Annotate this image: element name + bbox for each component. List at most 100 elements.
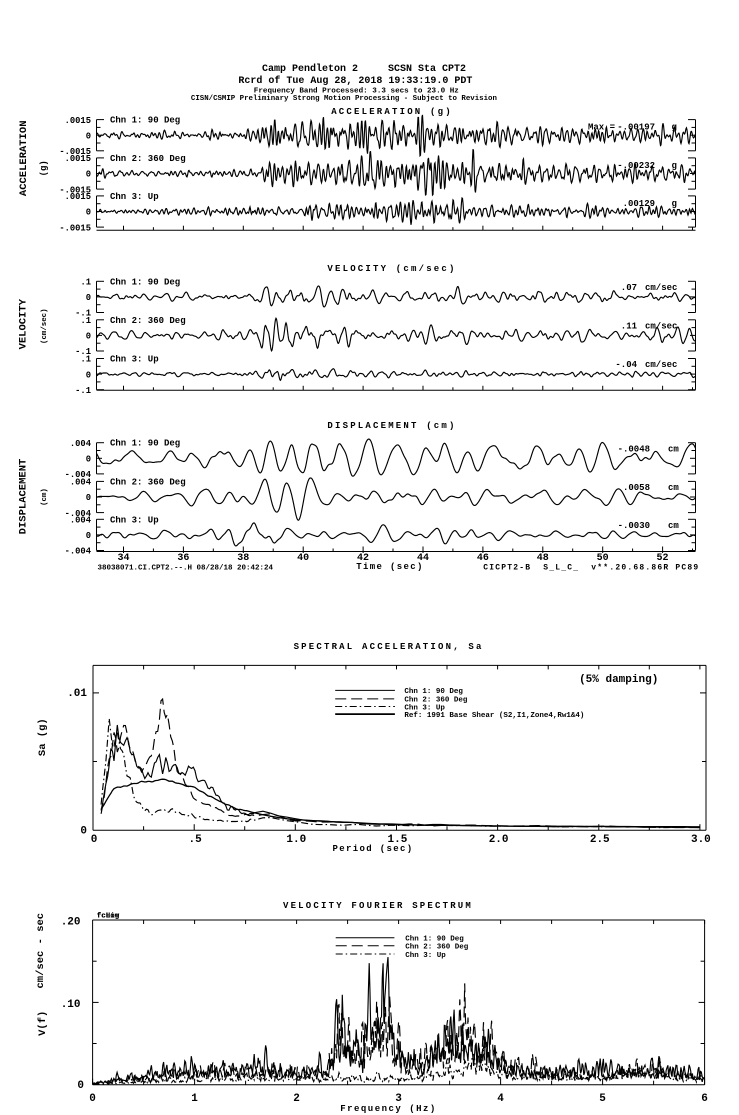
svg-text:Ref: 1991 Base Shear (S2,I1,Zo: Ref: 1991 Base Shear (S2,I1,Zone4,Rw1&4)	[404, 712, 584, 720]
svg-text:0: 0	[86, 531, 91, 541]
svg-text:.004: .004	[70, 478, 92, 488]
svg-text:.0058: .0058	[623, 483, 650, 493]
svg-text:(cm/sec): (cm/sec)	[41, 308, 49, 343]
svg-text:Chn 1: 90 Deg: Chn 1: 90 Deg	[110, 116, 180, 126]
svg-text:46: 46	[477, 553, 489, 564]
svg-text:1.5: 1.5	[388, 834, 408, 846]
svg-text:-.0015: -.0015	[59, 147, 91, 157]
svg-text:Frequency Band Processed: 3.3: Frequency Band Processed: 3.3 secs to 23…	[254, 87, 459, 95]
svg-text:.1: .1	[80, 355, 91, 365]
svg-text:Time (sec): Time (sec)	[356, 562, 424, 572]
svg-text:SPECTRAL ACCELERATION, Sa: SPECTRAL ACCELERATION, Sa	[294, 642, 484, 652]
svg-text:-.1: -.1	[75, 386, 91, 396]
svg-text:cm/sec: cm/sec	[645, 283, 677, 293]
svg-text:Chn 1: 90 Deg: Chn 1: 90 Deg	[110, 439, 180, 449]
svg-text:DISPLACEMENT (cm): DISPLACEMENT (cm)	[327, 421, 456, 431]
svg-text:-.0048: -.0048	[618, 444, 650, 454]
svg-text:2: 2	[293, 1093, 300, 1105]
svg-text:Rcrd of Tue Aug 28, 2018 19:33: Rcrd of Tue Aug 28, 2018 19:33:19.0 PDT	[238, 75, 472, 87]
svg-text:3.0: 3.0	[691, 834, 711, 846]
svg-text:Chn 3: Up: Chn 3: Up	[404, 704, 445, 712]
svg-text:cm: cm	[668, 521, 679, 531]
svg-text:0: 0	[86, 208, 91, 218]
svg-text:.11: .11	[621, 321, 638, 331]
svg-text:cm/sec - sec: cm/sec - sec	[35, 913, 47, 989]
svg-text:V(f): V(f)	[37, 1011, 49, 1036]
svg-text:-.1: -.1	[75, 309, 91, 319]
svg-text:.5: .5	[189, 834, 203, 846]
svg-text:0: 0	[91, 834, 98, 846]
svg-text:CISN/CSMIP Preliminary Strong: CISN/CSMIP Preliminary Strong Motion Pro…	[191, 95, 497, 103]
svg-text:44: 44	[417, 553, 429, 564]
svg-text:Period (sec): Period (sec)	[332, 844, 413, 854]
svg-text:1: 1	[191, 1093, 198, 1105]
svg-text:.1: .1	[80, 278, 91, 288]
svg-text:g: g	[672, 199, 677, 209]
svg-text:Chn 3: Up: Chn 3: Up	[110, 192, 159, 202]
svg-text:-.00197: -.00197	[617, 123, 655, 133]
svg-text:.10: .10	[61, 999, 81, 1011]
svg-text:0: 0	[86, 293, 91, 303]
svg-text:g: g	[672, 123, 677, 133]
svg-text:38: 38	[237, 553, 249, 564]
svg-text:48: 48	[537, 553, 549, 564]
svg-text:DISPLACEMENT: DISPLACEMENT	[18, 459, 30, 535]
svg-text:52: 52	[657, 553, 669, 564]
svg-text:fcHig: fcHig	[97, 913, 120, 921]
svg-text:cm: cm	[668, 444, 679, 454]
svg-text:.0015: .0015	[65, 192, 91, 202]
svg-text:0: 0	[86, 131, 91, 141]
svg-text:CICPT2-B S_L_C_ v**.20.68.86: CICPT2-B S_L_C_ v**.20.68.86R PC89	[483, 564, 699, 573]
svg-text:.004: .004	[70, 439, 92, 449]
svg-text:0: 0	[86, 370, 91, 380]
svg-text:-.0015: -.0015	[59, 223, 91, 233]
svg-text:4: 4	[497, 1093, 504, 1105]
svg-text:cm/sec: cm/sec	[645, 321, 677, 331]
svg-text:34: 34	[117, 553, 129, 564]
svg-text:3: 3	[395, 1093, 402, 1105]
svg-text:5: 5	[599, 1093, 606, 1105]
svg-text:.0015: .0015	[65, 154, 91, 164]
svg-text:36: 36	[177, 553, 189, 564]
svg-text:-.1: -.1	[75, 347, 91, 357]
svg-text:Chn 1: 90 Deg: Chn 1: 90 Deg	[110, 277, 180, 287]
svg-text:Chn 3: Up: Chn 3: Up	[110, 355, 159, 365]
svg-text:Camp Pendleton 2 SCSN Sta: Camp Pendleton 2 SCSN Sta CPT2	[262, 63, 466, 75]
svg-text:(5% damping): (5% damping)	[579, 674, 658, 686]
svg-text:50: 50	[597, 553, 609, 564]
svg-text:Chn 2: 360 Deg: Chn 2: 360 Deg	[110, 154, 186, 164]
svg-text:38038071.CI.CPT2.--.H 08/28/18: 38038071.CI.CPT2.--.H 08/28/18 20:42:24	[98, 565, 274, 573]
svg-text:g: g	[672, 161, 677, 171]
svg-text:0: 0	[86, 455, 91, 465]
svg-text:Chn 3: Up: Chn 3: Up	[110, 515, 159, 525]
svg-text:1.0: 1.0	[286, 834, 306, 846]
svg-text:VELOCITY (cm/sec): VELOCITY (cm/sec)	[327, 264, 456, 274]
svg-text:-.04: -.04	[615, 360, 637, 370]
svg-text:.07: .07	[621, 283, 637, 293]
svg-text:.01: .01	[67, 688, 87, 700]
svg-text:0: 0	[77, 1080, 84, 1092]
svg-text:-.004: -.004	[65, 547, 92, 557]
svg-text:(g): (g)	[39, 160, 49, 176]
svg-text:(cm): (cm)	[41, 488, 49, 506]
svg-text:.1: .1	[80, 316, 91, 326]
svg-text:.0015: .0015	[65, 116, 91, 126]
svg-text:.004: .004	[70, 516, 92, 526]
svg-text:.20: .20	[61, 916, 81, 928]
svg-text:40: 40	[297, 553, 309, 564]
svg-text:-.00232: -.00232	[617, 161, 655, 171]
svg-text:2.0: 2.0	[489, 834, 509, 846]
svg-text:2.5: 2.5	[590, 834, 610, 846]
svg-text:-.004: -.004	[65, 509, 92, 519]
svg-text:fcLow: fcLow	[97, 913, 120, 921]
svg-text:0: 0	[86, 493, 91, 503]
svg-text:ACCELERATION (g): ACCELERATION (g)	[331, 107, 453, 117]
svg-text:ACCELERATION: ACCELERATION	[18, 120, 30, 196]
svg-text:.00129: .00129	[623, 199, 655, 209]
svg-text:Chn 3: Up: Chn 3: Up	[405, 952, 446, 960]
svg-text:42: 42	[357, 553, 369, 564]
svg-text:Chn 2: 360 Deg: Chn 2: 360 Deg	[404, 697, 468, 705]
svg-text:Chn 2: 360 Deg: Chn 2: 360 Deg	[110, 316, 186, 326]
svg-text:-.0030: -.0030	[618, 521, 650, 531]
svg-text:cm/sec: cm/sec	[645, 360, 677, 370]
